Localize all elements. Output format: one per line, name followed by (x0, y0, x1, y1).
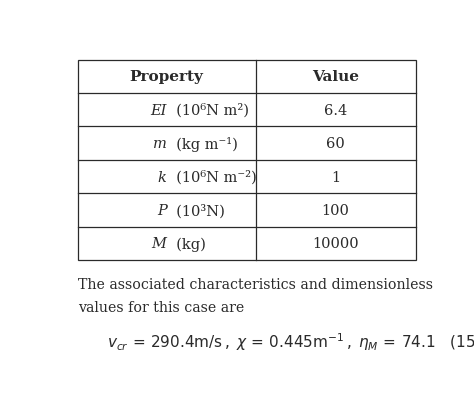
Text: $v_{cr}$$\,=\,$$290.4\mathrm{m/s}$$\,,$$\;\chi$$\,=\,$$0.445\mathrm{m}^{-1}$$\,,: $v_{cr}$$\,=\,$$290.4\mathrm{m/s}$$\,,$$… (107, 330, 474, 352)
Text: k: k (158, 170, 167, 184)
Text: Value: Value (312, 70, 359, 84)
Text: (10⁶N m⁻²): (10⁶N m⁻²) (167, 170, 256, 184)
Text: Property: Property (130, 70, 204, 84)
Text: 10000: 10000 (312, 237, 359, 251)
Text: (kg m⁻¹): (kg m⁻¹) (167, 136, 237, 151)
Text: (kg): (kg) (167, 237, 206, 251)
Text: 60: 60 (326, 137, 345, 151)
Text: (10³N): (10³N) (167, 203, 225, 218)
Text: EI: EI (150, 103, 167, 117)
Text: 100: 100 (322, 204, 350, 217)
Text: P: P (157, 204, 167, 217)
Text: 1: 1 (331, 170, 340, 184)
Text: The associated characteristics and dimensionless: The associated characteristics and dimen… (78, 277, 433, 292)
Text: m: m (153, 137, 167, 151)
Text: 6.4: 6.4 (324, 103, 347, 117)
Text: (10⁶N m²): (10⁶N m²) (167, 103, 249, 117)
Text: values for this case are: values for this case are (78, 301, 244, 315)
Bar (78, 61, 416, 261)
Text: M: M (152, 237, 167, 251)
